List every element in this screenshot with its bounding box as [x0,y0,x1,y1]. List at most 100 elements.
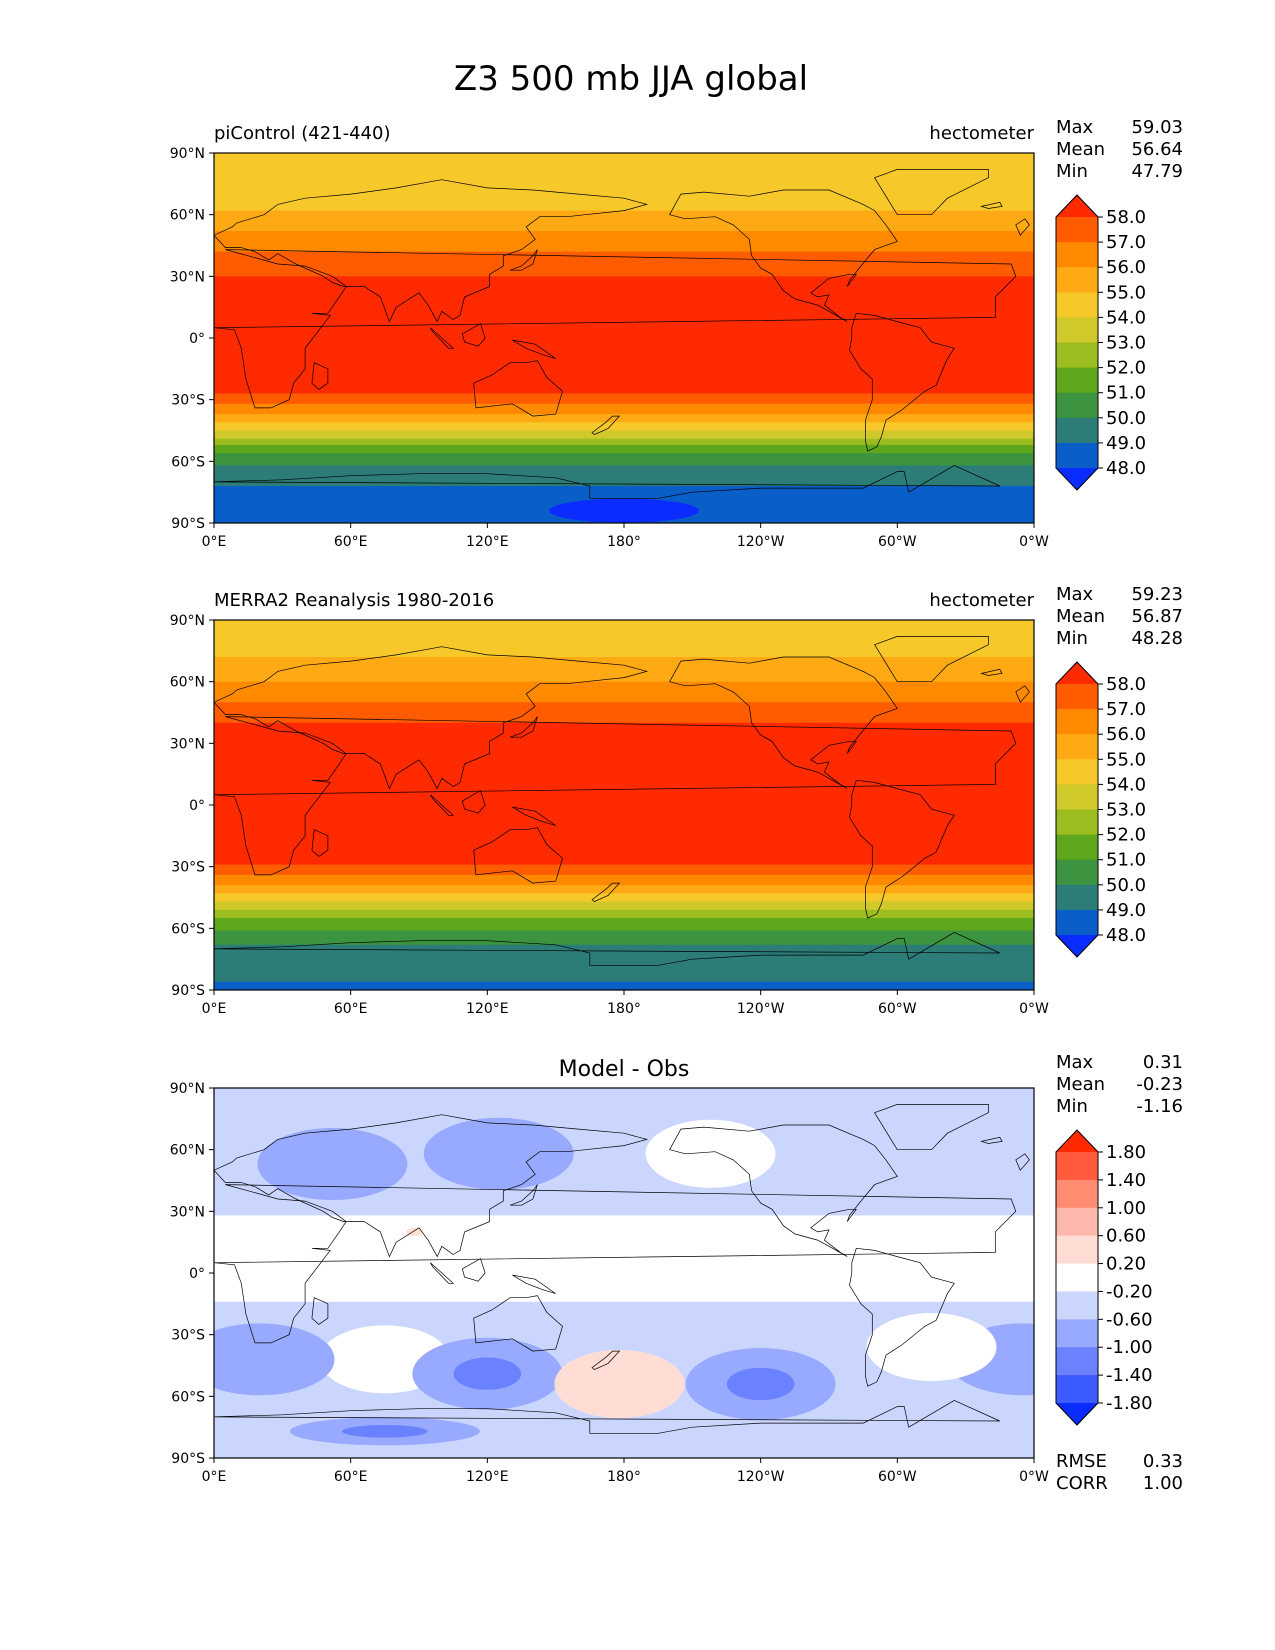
lat-tick-label: 60°N [170,1143,205,1159]
colorbar-segment [1056,809,1098,836]
stat-label: Mean [1056,139,1105,160]
colorbar-extend-min [1056,1403,1098,1425]
colorbar-tick-label: 52.0 [1106,358,1146,379]
coastline [461,790,486,814]
panel-title: MERRA2 Reanalysis 1980-2016 [214,590,494,611]
lon-tick-label: 60°W [878,1469,917,1485]
colorbar-tick-label: 49.0 [1106,900,1146,921]
colorbar-segment [1056,392,1098,419]
coastline [980,668,1003,676]
lon-tick-label: 180° [607,1469,641,1485]
contour-band [214,393,1034,405]
lat-tick-label: 30°N [170,269,205,285]
colorbar-tick-label: 0.20 [1106,1254,1146,1275]
colorbar-tick-label: 53.0 [1106,333,1146,354]
lat-tick-label: 90°S [171,983,205,999]
colorbar: 1.80 1.40 1.00 0.60 0.20 -0.20 -0.60 -1.00 -1.40… [1055,1129,1153,1426]
coastline [669,189,898,322]
stat-label: Mean [1056,606,1105,627]
colorbar-extend-max [1056,662,1098,684]
colorbar-tick-label: 58.0 [1106,674,1146,695]
coastlines [214,1104,1030,1434]
coastline [214,646,649,790]
contour-band [214,414,1034,423]
contour-band [214,850,1034,866]
panels: 90°N 60°N 30°N 0° 30°S 60°S 90°S 0°E 60°E 120°E 18… [170,117,1183,1494]
contour-band [214,251,1034,277]
colorbar-tick-label: 50.0 [1106,875,1146,896]
colorbar-segment [1056,784,1098,810]
colorbar-tick-label: 54.0 [1106,774,1146,795]
contour-band [214,153,1034,191]
contour-band [214,438,1034,446]
anomaly-high [554,1350,685,1418]
contour-band [214,981,1034,990]
lat-tick-label: 90°N [170,613,205,629]
colorbar-segment [1056,684,1098,710]
colorbar-tick-label: 0.60 [1106,1226,1146,1247]
colorbar-segment [1056,1347,1098,1376]
colorbar-tick-label: -1.80 [1106,1393,1153,1414]
coastline [509,249,538,271]
colorbar-tick-label: 50.0 [1106,408,1146,429]
lon-tick-label: 60°E [334,534,368,550]
coastline [311,829,329,857]
coastline [874,1104,989,1151]
contour-band [214,864,1034,876]
coastline [669,656,898,789]
contour-band [214,893,1034,903]
coastline [214,1114,649,1258]
contour-band [214,453,1034,466]
panel-units: hectometer [929,590,1034,611]
coastline [473,827,563,884]
colorbar-tick-label: 49.0 [1106,433,1146,454]
stat-label: Max [1056,1052,1094,1073]
colorbar-tick-label: 56.0 [1106,724,1146,745]
lon-tick-label: 60°W [878,1001,917,1017]
coastline [849,1247,955,1387]
lon-tick-label: 120°E [466,534,509,550]
lon-tick-label: 120°W [737,1001,785,1017]
contour-band [214,944,1034,983]
lon-tick-label: 0°E [202,534,227,550]
lon-tick-label: 180° [607,534,641,550]
coastline [430,327,455,349]
stat-value: -1.16 [1136,1096,1183,1117]
lon-tick-label: 180° [607,1001,641,1017]
coastline [214,716,1017,876]
coastline [591,415,621,436]
contour-band [214,702,1034,724]
colorbar: 58.0 57.0 56.0 55.0 54.0 53.0 52.0 51.0 50.0 49.0… [1055,661,1146,958]
contour-band [214,210,1034,232]
coastline [980,201,1003,209]
stat-label: Mean [1056,1074,1105,1095]
lat-tick-label: 60°N [170,208,205,224]
colorbar-segment [1056,1291,1098,1320]
lat-tick-label: 90°N [170,146,205,162]
panel-title: Model - Obs [559,1057,690,1082]
lon-tick-label: 0°E [202,1469,227,1485]
colorbar-segment [1056,242,1098,268]
coastline [1015,685,1030,703]
coastline [473,360,563,417]
stat-label: Min [1056,1096,1088,1117]
colorbar-tick-label: 55.0 [1106,749,1146,770]
stat-label: Max [1056,584,1094,605]
lat-tick-label: 30°S [171,393,205,409]
colorbar-tick-label: 1.40 [1106,1170,1146,1191]
colorbar-extend-max [1056,1130,1098,1152]
colorbar-tick-label: 56.0 [1106,257,1146,278]
colorbar-segment [1056,909,1098,936]
coastline [591,882,621,903]
coastline [214,1184,1017,1344]
coastline [512,1274,556,1294]
colorbar-segment [1056,759,1098,785]
contour-band [214,379,1034,394]
coastline [849,779,955,919]
contour-band [214,930,1034,946]
contour-band [214,918,1034,931]
contour-band [214,681,1034,703]
coastlines [214,636,1030,966]
colorbar-segment [1056,884,1098,911]
panel-obs: 90°N 60°N 30°N 0° 30°S 60°S 90°S 0°E 60°E 120°E 18… [170,584,1183,1017]
